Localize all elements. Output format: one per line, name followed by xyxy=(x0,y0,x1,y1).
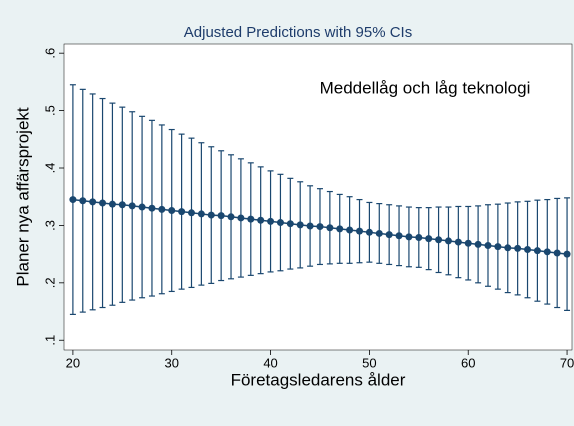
prediction-point xyxy=(207,211,215,219)
x-axis-label: Företagsledarens ålder xyxy=(231,370,406,389)
prediction-point xyxy=(425,235,433,243)
prediction-point xyxy=(257,216,265,224)
prediction-point xyxy=(484,242,492,250)
prediction-point xyxy=(187,209,195,217)
prediction-point xyxy=(395,232,403,240)
prediction-point xyxy=(415,233,423,241)
x-tick-label: 70 xyxy=(560,355,574,370)
prediction-point xyxy=(494,243,502,251)
x-tick-label: 60 xyxy=(461,355,475,370)
prediction-point xyxy=(553,249,561,257)
prediction-point xyxy=(385,231,393,239)
prediction-point xyxy=(237,214,245,222)
prediction-point xyxy=(178,208,186,216)
prediction-point xyxy=(128,202,136,210)
y-tick-label: .1 xyxy=(42,335,57,346)
prediction-point xyxy=(138,203,146,211)
prediction-point xyxy=(306,222,314,230)
prediction-point xyxy=(79,197,87,205)
prediction-point xyxy=(365,228,373,236)
prediction-point xyxy=(227,213,235,221)
y-tick-label: .3 xyxy=(42,220,57,231)
y-tick-label: .6 xyxy=(42,48,57,59)
prediction-point xyxy=(504,244,512,252)
prediction-point xyxy=(405,233,413,241)
x-tick-label: 20 xyxy=(66,355,80,370)
prediction-point xyxy=(267,217,275,225)
prediction-point xyxy=(543,248,551,256)
prediction-point xyxy=(336,225,344,233)
prediction-point xyxy=(247,215,255,223)
prediction-point xyxy=(276,219,284,227)
prediction-point xyxy=(444,237,452,245)
chart-title: Adjusted Predictions with 95% CIs xyxy=(184,24,412,41)
prediction-point xyxy=(286,220,294,228)
prediction-point xyxy=(454,238,462,246)
x-tick-label: 30 xyxy=(164,355,178,370)
prediction-point xyxy=(474,240,482,248)
prediction-point xyxy=(514,244,522,252)
prediction-point xyxy=(316,223,324,231)
prediction-point xyxy=(524,246,532,254)
prediction-point xyxy=(326,224,334,232)
prediction-point xyxy=(563,250,571,258)
prediction-point xyxy=(168,206,176,214)
prediction-point xyxy=(217,212,225,220)
prediction-point xyxy=(69,196,77,204)
x-tick-label: 50 xyxy=(362,355,376,370)
prediction-point xyxy=(356,227,364,235)
y-tick-label: .5 xyxy=(42,105,57,116)
prediction-point xyxy=(435,236,443,244)
prediction-point xyxy=(99,199,107,207)
x-tick-label: 40 xyxy=(263,355,277,370)
plot-area xyxy=(63,43,573,351)
prediction-point xyxy=(533,247,541,255)
prediction-point xyxy=(197,210,205,218)
prediction-point xyxy=(158,205,166,213)
prediction-point xyxy=(108,200,116,208)
prediction-point xyxy=(464,239,472,247)
y-axis-label: Planer nya affärsprojekt xyxy=(13,107,32,287)
y-tick-label: .2 xyxy=(42,277,57,288)
annotation: Meddellåg och låg teknologi xyxy=(320,78,531,97)
prediction-point xyxy=(148,204,156,212)
prediction-point xyxy=(118,201,126,209)
prediction-point xyxy=(296,221,304,229)
prediction-point xyxy=(375,229,383,237)
prediction-point xyxy=(89,198,97,206)
prediction-point xyxy=(346,226,354,234)
y-tick-label: .4 xyxy=(42,163,57,174)
